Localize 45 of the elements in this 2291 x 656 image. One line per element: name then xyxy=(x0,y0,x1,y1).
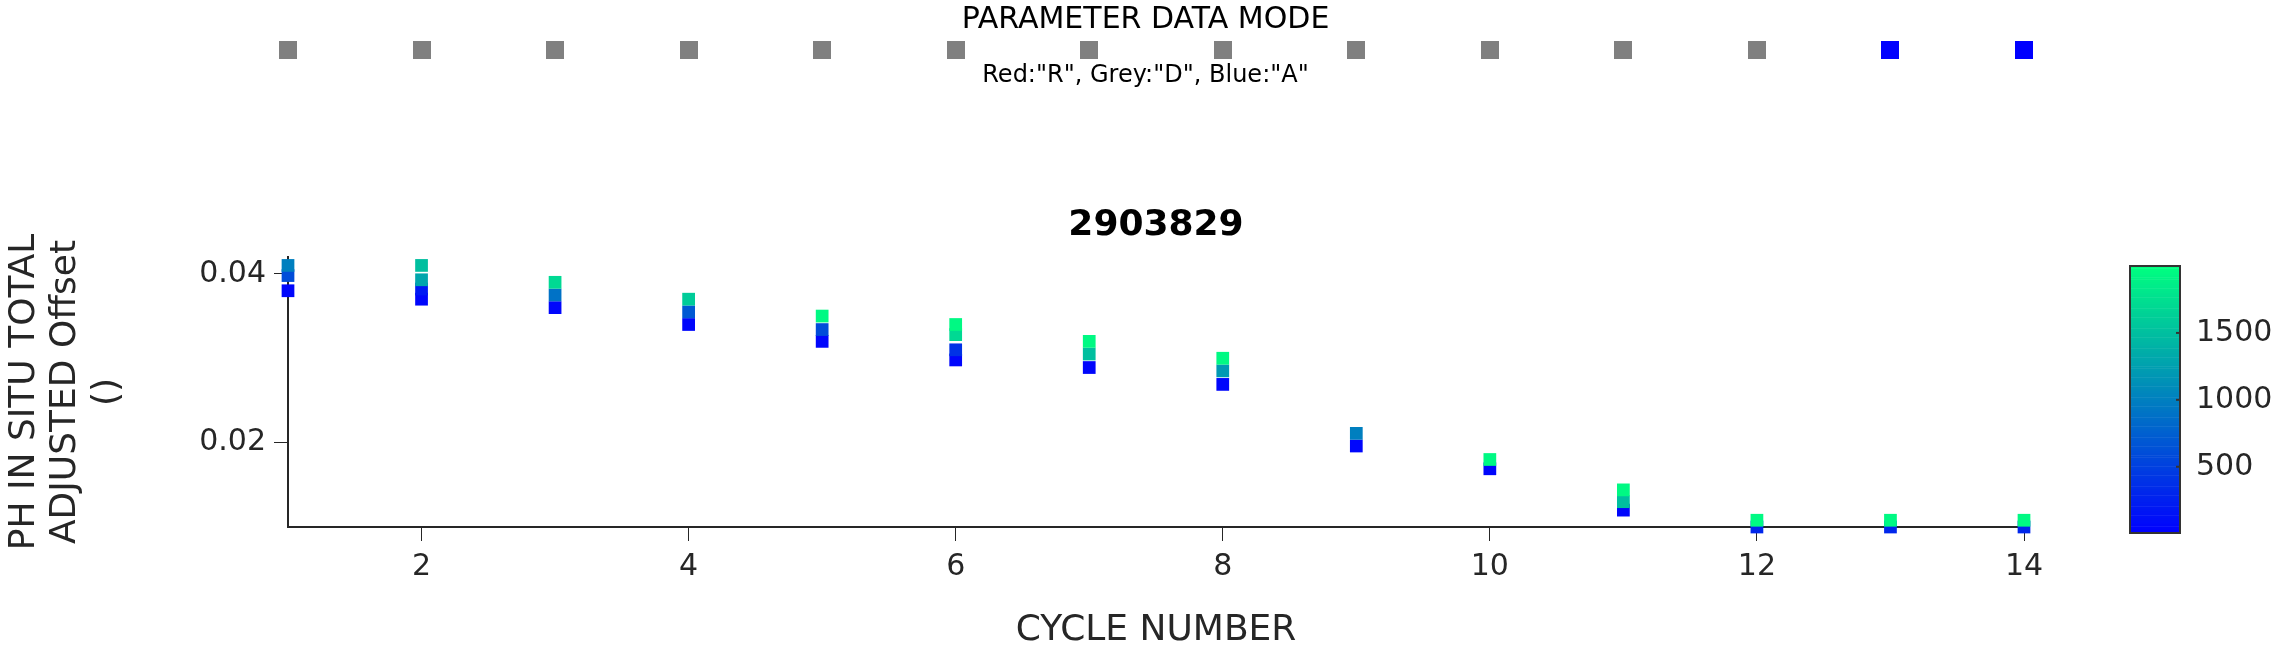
point xyxy=(1082,335,1096,348)
color-bar-label: 1500 xyxy=(2196,312,2273,348)
x-tick-label: 4 xyxy=(679,546,699,582)
point xyxy=(682,305,695,319)
color-bar-label: 500 xyxy=(2196,446,2254,482)
point xyxy=(1216,378,1230,391)
point xyxy=(2017,513,2031,527)
point xyxy=(1082,361,1096,374)
point xyxy=(1082,347,1096,361)
x-tick-label: 6 xyxy=(946,546,966,582)
text: PARAMETER DATA MODE xyxy=(960,0,1331,35)
point xyxy=(415,273,428,287)
point xyxy=(682,292,695,306)
y-axis-title: PH IN SITU TOTAL ADJUSTED Offset () xyxy=(1,233,125,551)
color-bar-label: 1000 xyxy=(2196,379,2273,415)
point xyxy=(1617,495,1630,509)
point xyxy=(949,343,963,357)
point xyxy=(415,259,428,272)
point xyxy=(1483,453,1497,466)
point xyxy=(1750,513,1764,527)
point xyxy=(1216,351,1230,365)
x-tick-label: 2 xyxy=(411,546,432,582)
point xyxy=(815,309,829,323)
y-tick-label: 0.04 xyxy=(199,253,266,289)
point xyxy=(682,318,695,331)
point xyxy=(548,301,562,314)
point xyxy=(1216,364,1230,378)
point xyxy=(548,275,562,289)
point xyxy=(1884,513,1897,527)
x-tick-label: 14 xyxy=(2004,546,2044,582)
x-tick-label: 12 xyxy=(1737,546,1777,582)
point xyxy=(281,284,295,298)
point xyxy=(1617,483,1630,497)
point xyxy=(815,323,829,336)
point xyxy=(1349,439,1363,453)
x-tick-label: 8 xyxy=(1213,546,1233,582)
point xyxy=(815,335,829,348)
text: Red:"R", Grey:"D", Blue:"A" xyxy=(981,60,1310,88)
x-tick-label: 10 xyxy=(1470,546,1509,582)
x-axis-title: CYCLE NUMBER xyxy=(1015,606,1297,648)
point xyxy=(281,259,295,272)
y-tick-label: 0.02 xyxy=(199,422,266,458)
point xyxy=(1349,426,1363,440)
chart-title: 2903829 xyxy=(1068,202,1244,244)
point xyxy=(949,318,963,331)
